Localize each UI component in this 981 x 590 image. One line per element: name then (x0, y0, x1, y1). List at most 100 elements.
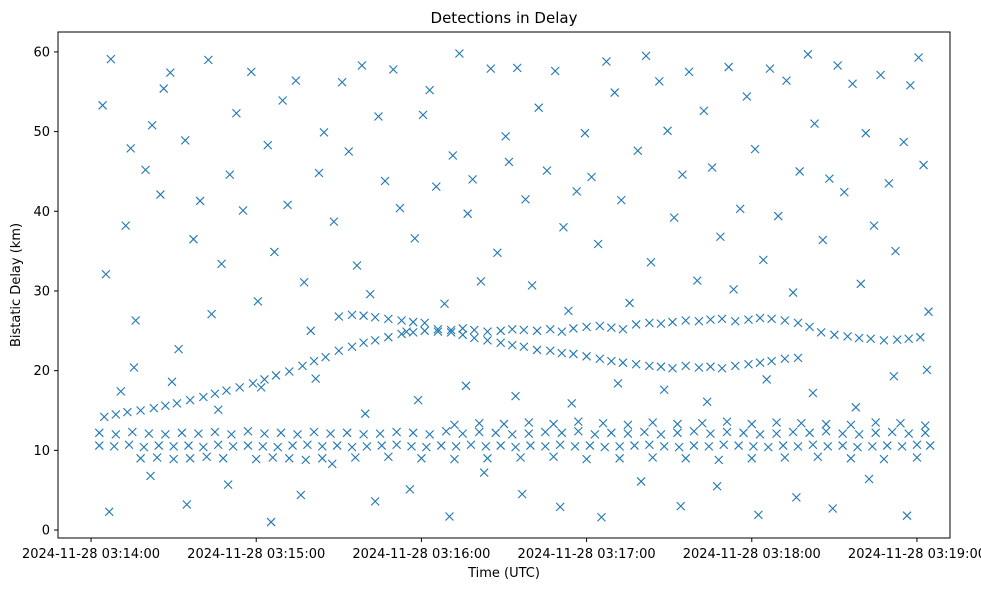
data-point-band-9km-26 (846, 453, 856, 463)
data-point-clutter-143 (413, 395, 423, 405)
data-point-clutter-134 (828, 504, 838, 513)
data-point-clutter-140 (256, 383, 266, 392)
data-point-band-10.5km-53 (882, 441, 892, 450)
data-point-clutter-107 (876, 70, 886, 80)
data-point-track-ascending-18 (321, 352, 330, 362)
data-point-track-ascending-9 (210, 389, 220, 399)
data-point-band-12km-42 (788, 427, 798, 437)
data-point-clutter-52 (468, 175, 478, 184)
data-point-band-13.5km-9 (673, 419, 682, 429)
data-point-clutter-12 (174, 344, 183, 354)
data-point-band-10.5km-10 (243, 441, 253, 450)
data-point-band-12km-28 (557, 428, 567, 438)
data-point-clutter-130 (676, 501, 686, 511)
data-point-band-12km-30 (590, 430, 600, 439)
x-tick-label-1: 2024-11-28 03:15:00 (187, 547, 325, 562)
x-tick-label-0: 2024-11-28 03:14:00 (22, 547, 160, 562)
data-point-band-10.5km-29 (526, 441, 535, 450)
data-point-track-ascending-34 (519, 325, 529, 335)
data-point-clutter-83 (699, 106, 709, 116)
data-point-track-ascending-64 (892, 335, 902, 344)
data-point-track-ascending-55 (780, 316, 790, 325)
data-point-track-descending-37 (793, 353, 803, 363)
data-point-clutter-138 (167, 377, 177, 387)
data-point-clutter-150 (762, 375, 772, 384)
data-point-band-10.5km-11 (258, 441, 268, 451)
data-point-clutter-7 (141, 165, 150, 175)
data-point-track-descending-3 (370, 312, 380, 322)
data-point-track-ascending-10 (222, 386, 231, 395)
data-point-track-ascending-14 (271, 371, 281, 380)
data-point-clutter-90 (750, 144, 760, 154)
data-point-clutter-20 (232, 108, 241, 118)
data-point-track-descending-5 (397, 316, 406, 325)
data-point-clutter-57 (504, 157, 514, 167)
data-point-track-ascending-51 (730, 316, 740, 326)
data-point-clutter-37 (357, 61, 367, 70)
data-point-band-12km-46 (854, 430, 864, 439)
data-point-clutter-25 (270, 247, 279, 257)
data-point-clutter-16 (203, 55, 213, 65)
data-point-band-10.5km-18 (362, 441, 372, 451)
data-point-band-10.5km-12 (273, 442, 283, 452)
data-point-band-10.5km-48 (808, 440, 818, 450)
data-point-band-12km-39 (739, 428, 748, 438)
data-point-clutter-135 (864, 474, 874, 484)
data-point-clutter-68 (587, 172, 596, 182)
data-point-clutter-144 (461, 381, 471, 391)
y-tick-label-2: 20 (33, 364, 50, 379)
data-point-clutter-113 (919, 160, 928, 170)
data-point-band-10.5km-38 (659, 441, 669, 451)
data-point-clutter-33 (329, 217, 339, 227)
data-point-track-descending-32 (730, 361, 740, 371)
data-point-band-9km-27 (879, 454, 889, 464)
data-point-clutter-86 (724, 62, 734, 72)
data-point-band-13.5km-18 (896, 418, 905, 428)
data-point-clutter-8 (147, 120, 157, 130)
data-point-band-12km-34 (656, 430, 666, 439)
data-point-track-ascending-57 (805, 322, 814, 332)
data-point-clutter-126 (517, 489, 527, 499)
data-point-band-10.5km-22 (421, 442, 431, 452)
data-point-band-12km-3 (144, 429, 154, 439)
data-point-band-9km-16 (516, 453, 525, 462)
data-point-band-10.5km-1 (109, 441, 119, 451)
data-point-clutter-14 (189, 234, 198, 244)
data-point-band-12km-11 (276, 428, 286, 438)
data-point-clutter-15 (195, 196, 205, 206)
data-point-clutter-43 (402, 327, 411, 337)
data-point-band-13.5km-16 (846, 420, 856, 430)
data-point-clutter-103 (848, 79, 857, 89)
data-point-clutter-51 (463, 209, 473, 219)
data-point-band-10.5km-35 (615, 441, 625, 451)
data-point-band-12km-0 (94, 428, 104, 438)
data-point-clutter-19 (225, 170, 235, 180)
data-point-band-10.5km-30 (540, 441, 550, 451)
data-point-clutter-40 (380, 176, 390, 186)
data-point-band-10.5km-8 (213, 440, 223, 450)
data-point-track-ascending-41 (606, 323, 616, 333)
data-point-clutter-54 (486, 64, 496, 74)
data-point-clutter-106 (869, 221, 879, 231)
y-tick-label-6: 60 (33, 45, 50, 60)
chart-title: Detections in Delay (431, 9, 578, 27)
data-point-track-descending-4 (383, 314, 393, 324)
data-point-track-ascending-31 (483, 327, 492, 337)
data-point-band-10.5km-24 (451, 441, 461, 451)
data-point-band-12km-26 (524, 429, 534, 439)
data-point-band-9km-10 (317, 453, 327, 463)
data-point-track-ascending-30 (469, 325, 479, 335)
data-point-track-ascending-47 (681, 316, 691, 325)
data-point-clutter-148 (659, 385, 669, 395)
data-point-band-12km-7 (210, 427, 220, 437)
data-point-clutter-85 (716, 232, 725, 242)
data-point-clutter-6 (131, 316, 141, 325)
data-point-clutter-146 (567, 398, 577, 408)
data-point-clutter-44 (410, 233, 420, 243)
data-point-clutter-39 (374, 112, 383, 121)
data-point-clutter-108 (884, 179, 894, 188)
data-point-band-10.5km-39 (674, 442, 684, 452)
data-point-band-12km-14 (326, 429, 335, 439)
data-point-band-10.5km-55 (912, 440, 922, 450)
data-point-clutter-77 (654, 77, 664, 86)
